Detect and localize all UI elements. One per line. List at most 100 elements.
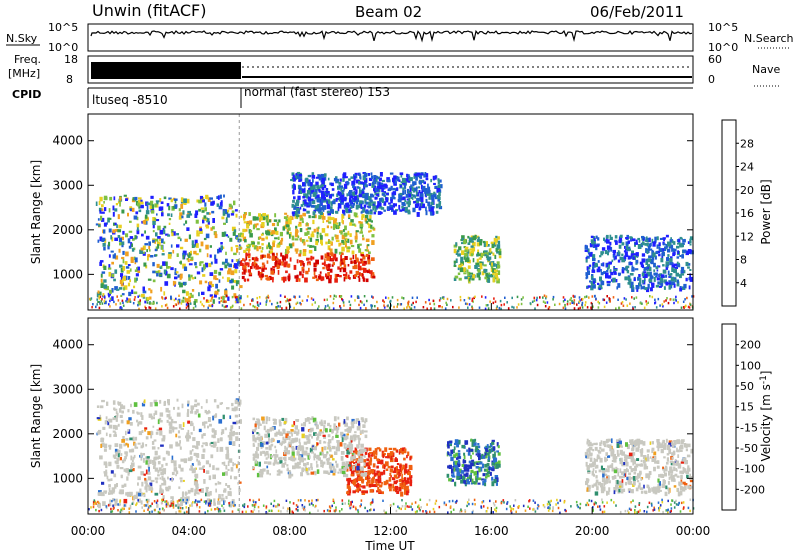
echo-cell — [240, 262, 244, 266]
echo-cell — [112, 417, 116, 421]
echo-cell — [329, 454, 331, 457]
echo-cell — [112, 205, 115, 211]
echo-cell — [544, 305, 547, 308]
echo-cell — [98, 207, 102, 212]
echo-cell — [122, 287, 126, 291]
echo-cell — [674, 248, 677, 252]
echo-cell — [584, 303, 586, 307]
echo-cell — [206, 212, 210, 215]
echo-cell — [135, 211, 139, 215]
echo-cell — [475, 445, 479, 450]
echo-cell — [167, 399, 170, 404]
echo-cell — [218, 279, 221, 283]
echo-cell — [358, 172, 361, 175]
echo-cell — [315, 259, 319, 265]
echo-cell — [352, 452, 355, 456]
echo-cell — [220, 497, 223, 502]
echo-cell — [156, 301, 158, 305]
echo-cell — [190, 432, 193, 435]
echo-cell — [193, 492, 197, 496]
echo-cell — [459, 295, 462, 299]
echo-cell — [372, 194, 375, 198]
echo-cell — [220, 299, 223, 303]
echo-cell — [404, 463, 408, 469]
echo-cell — [108, 484, 111, 488]
echo-cell — [290, 446, 295, 449]
echo-cell — [447, 444, 450, 449]
echo-cell — [212, 226, 215, 230]
echo-cell — [156, 213, 158, 216]
echo-cell — [412, 187, 416, 193]
echo-cell — [673, 251, 676, 256]
echo-cell — [341, 461, 346, 467]
echo-cell — [681, 242, 685, 245]
echo-cell — [361, 214, 365, 218]
echo-cell — [99, 302, 101, 305]
echo-cell — [374, 192, 378, 196]
echo-cell — [487, 458, 491, 462]
echo-cell — [99, 295, 102, 299]
echo-cell — [159, 399, 162, 404]
echo-cell — [194, 299, 198, 303]
echo-cell — [174, 276, 178, 280]
echo-cell — [256, 228, 260, 231]
echo-cell — [480, 255, 483, 258]
echo-cell — [212, 435, 216, 439]
echo-cell — [185, 306, 188, 309]
echo-cell — [389, 208, 394, 211]
echo-cell — [663, 238, 665, 242]
echo-cell — [585, 272, 588, 276]
echo-cell — [487, 307, 490, 310]
echo-cell — [108, 444, 112, 450]
echo-cell — [155, 254, 158, 257]
echo-cell — [343, 232, 348, 237]
echo-cell — [125, 266, 130, 269]
echo-cell — [689, 273, 692, 278]
echo-cell — [111, 487, 116, 492]
echo-cell — [318, 189, 321, 192]
echo-cell — [599, 442, 602, 446]
echo-cell — [165, 233, 169, 236]
echo-cell — [472, 452, 474, 455]
echo-cell — [294, 175, 298, 179]
echo-cell — [585, 478, 589, 483]
echo-cell — [627, 282, 631, 285]
echo-cell — [308, 421, 311, 424]
echo-cell — [305, 467, 308, 472]
beam-title: Beam 02 — [355, 3, 422, 21]
echo-cell — [262, 468, 266, 472]
echo-cell — [115, 417, 118, 422]
echo-cell — [270, 267, 273, 271]
colorbar-tick-label: 28 — [740, 137, 754, 150]
echo-cell — [399, 464, 402, 469]
echo-cell — [107, 217, 110, 223]
echo-cell — [269, 427, 272, 432]
echo-cell — [657, 281, 660, 285]
echo-cell — [364, 204, 367, 207]
echo-cell — [220, 242, 223, 245]
echo-cell — [340, 230, 343, 235]
echo-cell — [286, 246, 290, 250]
echo-cell — [286, 231, 289, 235]
echo-cell — [161, 482, 165, 486]
echo-cell — [347, 274, 350, 280]
echo-cell — [328, 239, 330, 242]
echo-cell — [616, 479, 619, 485]
echo-cell — [134, 196, 138, 200]
echo-cell — [345, 202, 349, 208]
echo-cell — [192, 244, 196, 248]
echo-cell — [235, 259, 238, 262]
echo-cell — [333, 219, 337, 225]
echo-cell — [184, 496, 188, 501]
echo-cell — [295, 214, 300, 218]
echo-cell — [368, 205, 372, 209]
echo-cell — [218, 247, 222, 253]
echo-cell — [383, 464, 386, 470]
echo-cell — [360, 448, 364, 454]
echo-cell — [217, 289, 220, 292]
echo-cell — [453, 264, 457, 267]
echo-cell — [276, 252, 278, 256]
echo-cell — [99, 260, 104, 263]
echo-cell — [430, 207, 434, 212]
echo-cell — [152, 230, 155, 233]
